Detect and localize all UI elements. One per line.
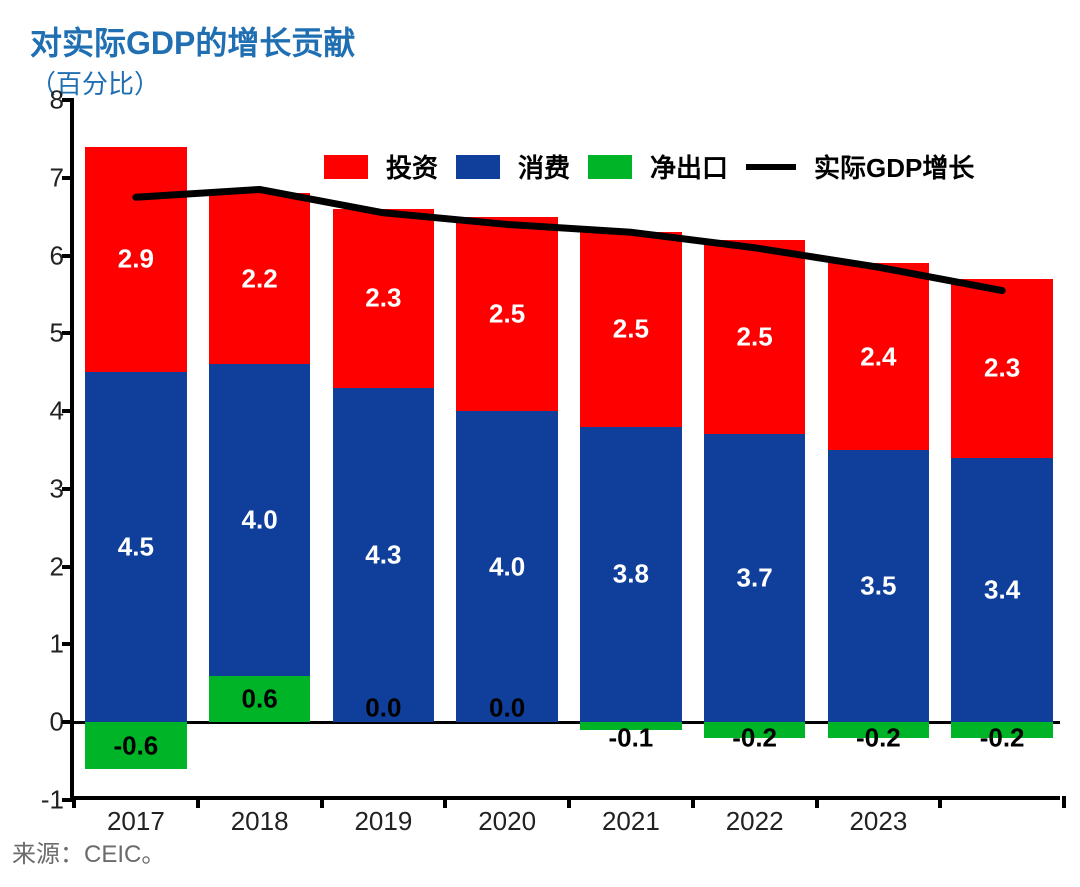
x-tick-label: 2023 bbox=[849, 806, 907, 837]
legend: 投资 消费 净出口 实际GDP增长 bbox=[324, 148, 974, 185]
legend-label-line: 实际GDP增长 bbox=[814, 148, 974, 185]
legend-swatch-consumption bbox=[456, 155, 500, 179]
x-tick-mark bbox=[1062, 796, 1066, 808]
value-label-consumption: 3.8 bbox=[613, 559, 649, 590]
y-tick-mark bbox=[62, 254, 74, 258]
value-label-consumption: 3.7 bbox=[737, 563, 773, 594]
value-label-net-exports: 0.0 bbox=[489, 693, 525, 724]
value-label-net-exports: -0.2 bbox=[856, 723, 901, 754]
value-label-investment: 2.9 bbox=[118, 244, 154, 275]
x-tick-mark bbox=[320, 796, 324, 808]
x-tick-label: 2019 bbox=[354, 806, 412, 837]
value-label-investment: 2.3 bbox=[365, 283, 401, 314]
value-label-investment: 2.2 bbox=[242, 263, 278, 294]
value-label-net-exports: 0.0 bbox=[365, 693, 401, 724]
x-tick-label: 2020 bbox=[478, 806, 536, 837]
x-tick-mark bbox=[815, 796, 819, 808]
gdp-contribution-chart: 对实际GDP的增长贡献 （百分比） -101234567820172018201… bbox=[0, 0, 1080, 887]
y-tick-mark bbox=[62, 642, 74, 646]
y-tick-mark bbox=[62, 176, 74, 180]
plot-area: -101234567820172018201920202021202220232… bbox=[70, 100, 1060, 800]
legend-swatch-net_exports bbox=[588, 155, 632, 179]
legend-label-investment: 投资 bbox=[386, 148, 438, 185]
chart-source: 来源：CEIC。 bbox=[12, 834, 165, 869]
chart-title: 对实际GDP的增长贡献 bbox=[30, 18, 355, 64]
legend-swatch-line bbox=[746, 164, 796, 170]
y-tick-label: -1 bbox=[41, 785, 64, 816]
y-tick-mark bbox=[62, 98, 74, 102]
value-label-net-exports: 0.6 bbox=[242, 683, 278, 714]
y-tick-mark bbox=[62, 331, 74, 335]
x-tick-mark bbox=[196, 796, 200, 808]
value-label-consumption: 4.3 bbox=[365, 540, 401, 571]
value-label-consumption: 4.0 bbox=[242, 505, 278, 536]
y-tick-mark bbox=[62, 487, 74, 491]
value-label-investment: 2.3 bbox=[984, 353, 1020, 384]
value-label-net-exports: -0.2 bbox=[980, 723, 1025, 754]
value-label-consumption: 3.5 bbox=[860, 571, 896, 602]
x-tick-label: 2018 bbox=[231, 806, 289, 837]
y-tick-mark bbox=[62, 720, 74, 724]
value-label-investment: 2.5 bbox=[489, 298, 525, 329]
x-tick-mark bbox=[691, 796, 695, 808]
legend-label-consumption: 消费 bbox=[518, 148, 570, 185]
y-tick-mark bbox=[62, 409, 74, 413]
value-label-investment: 2.5 bbox=[737, 322, 773, 353]
value-label-net-exports: -0.6 bbox=[113, 730, 158, 761]
legend-swatch-investment bbox=[324, 155, 368, 179]
value-label-net-exports: -0.1 bbox=[608, 723, 653, 754]
x-tick-mark bbox=[443, 796, 447, 808]
value-label-consumption: 3.4 bbox=[984, 575, 1020, 606]
value-label-consumption: 4.0 bbox=[489, 551, 525, 582]
x-tick-mark bbox=[72, 796, 76, 808]
x-tick-mark bbox=[567, 796, 571, 808]
value-label-investment: 2.4 bbox=[860, 341, 896, 372]
x-tick-label: 2022 bbox=[726, 806, 784, 837]
y-tick-mark bbox=[62, 565, 74, 569]
legend-label-net_exports: 净出口 bbox=[650, 148, 728, 185]
value-label-net-exports: -0.2 bbox=[732, 723, 777, 754]
value-label-consumption: 4.5 bbox=[118, 532, 154, 563]
value-label-investment: 2.5 bbox=[613, 314, 649, 345]
x-tick-mark bbox=[938, 796, 942, 808]
x-tick-label: 2021 bbox=[602, 806, 660, 837]
x-tick-label: 2017 bbox=[107, 806, 165, 837]
